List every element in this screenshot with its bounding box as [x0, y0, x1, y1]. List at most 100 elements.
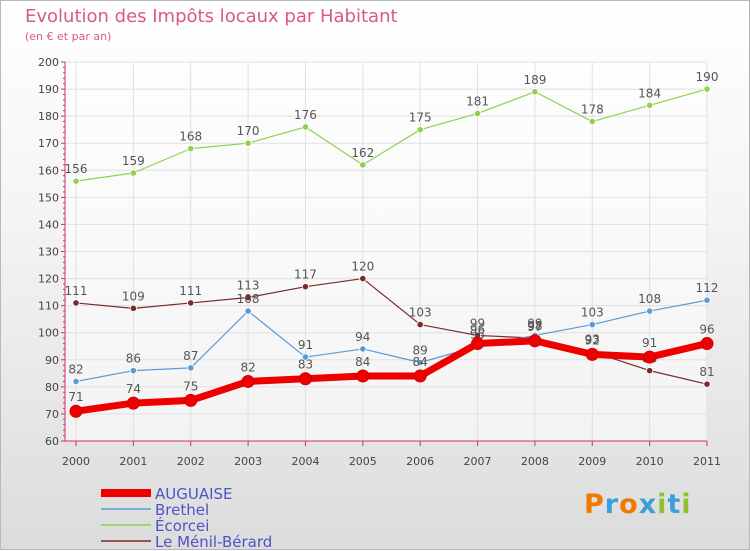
data-label: 89 [413, 343, 428, 357]
legend-label: AUGUAISE [155, 485, 233, 503]
data-point [301, 353, 310, 361]
logo-letter: o [619, 489, 639, 520]
y-tick-label: 150 [38, 191, 59, 204]
data-point [700, 337, 714, 351]
data-label: 159 [122, 154, 145, 168]
y-tick-label: 90 [45, 354, 59, 367]
logo-letter: t [667, 489, 682, 520]
data-label: 184 [638, 86, 661, 100]
logo-letter: r [604, 489, 620, 520]
data-label: 75 [183, 379, 198, 393]
data-label: 120 [351, 260, 374, 274]
data-label: 92 [585, 333, 600, 347]
data-label: 87 [183, 349, 198, 363]
data-label: 175 [409, 111, 432, 125]
data-label: 81 [699, 365, 714, 379]
data-label: 112 [696, 281, 719, 295]
data-label: 170 [237, 124, 260, 138]
data-label: 168 [179, 130, 202, 144]
data-label: 99 [527, 316, 542, 330]
data-point [471, 337, 485, 351]
data-label: 189 [523, 73, 546, 87]
y-tick-label: 180 [38, 110, 59, 123]
y-tick-label: 170 [38, 137, 59, 150]
data-label: 86 [126, 352, 141, 366]
data-label: 113 [237, 279, 260, 293]
data-label: 91 [642, 336, 657, 350]
data-label: 82 [68, 362, 83, 376]
x-tick-label: 2009 [578, 455, 606, 468]
data-label: 111 [65, 284, 88, 298]
proxiti-logo: Proxiti [584, 489, 692, 520]
data-point [301, 283, 310, 291]
data-point [588, 320, 596, 329]
data-point [187, 145, 195, 153]
x-tick-label: 2003 [234, 455, 262, 468]
data-label: 93 [585, 333, 600, 347]
data-point [241, 374, 255, 388]
data-label: 109 [122, 289, 145, 303]
y-tick-label: 110 [38, 300, 59, 313]
data-point [72, 177, 80, 185]
chart-title: Evolution des Impôts locaux par Habitant [25, 6, 398, 27]
data-point [473, 109, 482, 118]
data-point [359, 161, 367, 169]
data-point [703, 296, 711, 304]
data-label: 190 [696, 70, 719, 84]
data-point [129, 367, 137, 375]
data-point [129, 304, 137, 312]
logo-letter: x [638, 489, 658, 520]
data-point [703, 85, 711, 93]
data-point [588, 117, 596, 126]
y-tick-label: 160 [38, 164, 59, 177]
data-label: 178 [581, 103, 604, 117]
data-label: 111 [179, 284, 202, 298]
x-tick-label: 2007 [464, 455, 492, 468]
data-point [184, 393, 198, 407]
data-point [646, 101, 654, 109]
data-point [531, 88, 539, 96]
data-point [356, 369, 370, 383]
data-point [187, 364, 195, 372]
y-tick-label: 190 [38, 83, 59, 96]
data-label: 74 [126, 382, 141, 396]
x-tick-label: 2000 [62, 455, 90, 468]
data-point [69, 404, 83, 418]
y-tick-label: 130 [38, 246, 59, 259]
legend-label: Brethel [155, 501, 209, 519]
data-label: 82 [240, 360, 255, 374]
data-label: 117 [294, 268, 317, 282]
data-label: 71 [68, 390, 83, 404]
data-label: 96 [470, 323, 485, 337]
data-label: 84 [355, 355, 370, 369]
data-point [646, 367, 654, 375]
data-label: 103 [409, 306, 432, 320]
logo-letter: i [681, 489, 692, 520]
x-tick-label: 2005 [349, 455, 377, 468]
x-tick-label: 2002 [177, 455, 205, 468]
data-point [72, 377, 80, 386]
data-point [359, 345, 367, 353]
data-point [244, 139, 252, 147]
data-label: 103 [581, 306, 604, 320]
data-label: 99 [470, 316, 485, 330]
data-point [703, 380, 711, 388]
data-point [585, 347, 599, 361]
y-tick-label: 100 [38, 327, 59, 340]
y-tick-label: 80 [45, 381, 59, 394]
data-label: 98 [527, 319, 542, 333]
y-tick-label: 140 [38, 218, 59, 231]
data-label: 97 [527, 320, 542, 334]
data-point [643, 350, 657, 364]
y-tick-label: 70 [45, 408, 59, 421]
data-point [126, 396, 140, 410]
data-label: 108 [638, 292, 661, 306]
data-label: 83 [298, 358, 313, 372]
data-label: 156 [65, 162, 88, 176]
data-point [528, 334, 542, 348]
data-point [416, 358, 424, 367]
data-label: 108 [237, 292, 260, 306]
data-label: 94 [355, 330, 370, 344]
data-point [244, 307, 252, 315]
